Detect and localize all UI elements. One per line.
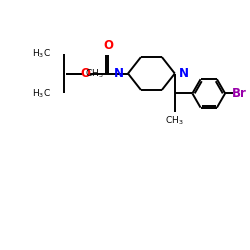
- Text: O: O: [81, 67, 91, 80]
- Text: N: N: [114, 67, 124, 80]
- Text: CH$_3$: CH$_3$: [85, 67, 103, 80]
- Text: N: N: [179, 67, 189, 80]
- Text: O: O: [103, 39, 113, 52]
- Text: H$_3$C: H$_3$C: [32, 87, 51, 100]
- Text: Br: Br: [232, 87, 247, 100]
- Text: CH$_3$: CH$_3$: [166, 115, 184, 128]
- Text: H$_3$C: H$_3$C: [32, 47, 51, 60]
